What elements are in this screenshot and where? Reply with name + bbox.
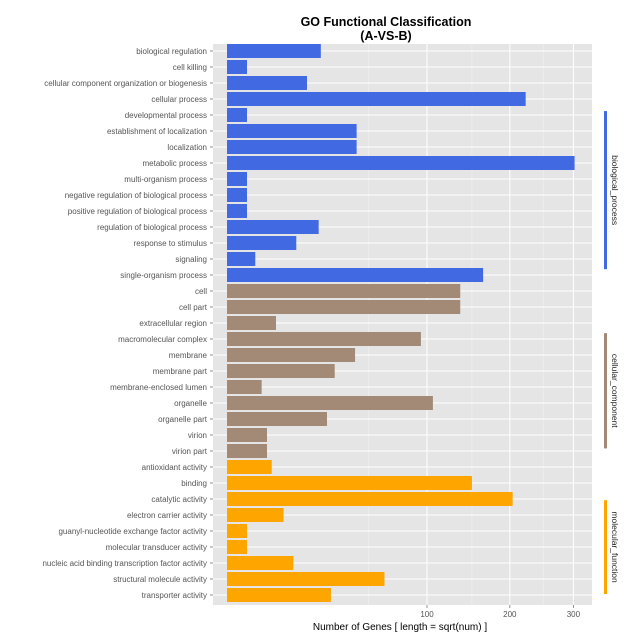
category-label: metabolic process (143, 159, 207, 168)
category-label: regulation of biological process (97, 223, 207, 232)
category-label: positive regulation of biological proces… (68, 207, 207, 216)
group-label: molecular_function (610, 511, 620, 583)
category-label: response to stimulus (134, 239, 207, 248)
bar-cellular-component-organization-or-biogenesis (227, 76, 307, 90)
group-strips: biological_process cellular_componentmole… (604, 111, 620, 594)
category-label: multi-organism process (124, 175, 207, 184)
category-label: nucleic acid binding transcription facto… (42, 559, 207, 568)
bar-molecular-transducer-activity (227, 540, 247, 554)
x-tick-label: 300 (567, 610, 581, 619)
category-label: organelle (174, 399, 207, 408)
bar-biological-regulation (227, 44, 321, 58)
category-label: negative regulation of biological proces… (65, 191, 207, 200)
category-label: cell part (179, 303, 208, 312)
category-label: cell killing (173, 63, 207, 72)
category-label: membrane part (153, 367, 208, 376)
group-strip-molecular_function (604, 500, 607, 594)
bar-nucleic-acid-binding-transcription-factor-activity (227, 556, 294, 570)
x-tick-label: 100 (420, 610, 434, 619)
category-label: binding (181, 479, 207, 488)
x-axis-label: Number of Genes [ length = sqrt(num) ] (313, 622, 487, 633)
bar-organelle-part (227, 412, 327, 426)
category-label: antioxidant activity (142, 463, 207, 472)
bar-organelle (227, 396, 433, 410)
category-label: transporter activity (142, 591, 207, 600)
category-label: establishment of localization (107, 127, 207, 136)
x-tick-label: 200 (503, 610, 517, 619)
group-strip-cellular_component (604, 333, 607, 449)
bar-establishment-of-localization (227, 124, 357, 138)
bar-cell-part (227, 300, 461, 314)
bar-membrane (227, 348, 356, 362)
bar-negative-regulation-of-biological-process (227, 188, 247, 202)
bar-regulation-of-biological-process (227, 220, 319, 234)
bar-positive-regulation-of-biological-process (227, 204, 247, 218)
category-label: organelle part (158, 415, 208, 424)
bar-macromolecular-complex (227, 332, 421, 346)
bar-developmental-process (227, 108, 247, 122)
bars (227, 44, 575, 602)
bar-membrane-enclosed-lumen (227, 380, 262, 394)
category-label: localization (167, 143, 207, 152)
bar-multi-organism-process (227, 172, 247, 186)
bar-cell (227, 284, 461, 298)
category-labels: biological regulation cell killing cellula… (42, 47, 213, 600)
category-label: cellular component organization or bioge… (44, 79, 207, 88)
category-label: virion (188, 431, 207, 440)
category-label: guanyl-nucleotide exchange factor activi… (58, 527, 207, 536)
bar-response-to-stimulus (227, 236, 297, 250)
category-label: cellular process (151, 95, 207, 104)
bar-virion-part (227, 444, 267, 458)
bar-structural-molecule-activity (227, 572, 385, 586)
bar-cell-killing (227, 60, 247, 74)
category-label: molecular transducer activity (106, 543, 207, 552)
category-label: extracellular region (139, 319, 207, 328)
group-strip-biological_process (604, 111, 607, 270)
bar-localization (227, 140, 357, 154)
category-label: biological regulation (136, 47, 207, 56)
category-label: electron carrier activity (127, 511, 207, 520)
category-label: developmental process (125, 111, 207, 120)
category-label: membrane (169, 351, 208, 360)
bar-single-organism-process (227, 268, 484, 282)
bar-guanyl-nucleotide-exchange-factor-activity (227, 524, 247, 538)
x-axis: 100 200 300 (420, 605, 581, 619)
category-label: signaling (175, 255, 207, 264)
chart-title: GO Functional Classification (301, 15, 472, 29)
category-label: structural molecule activity (113, 575, 207, 584)
category-label: single-organism process (120, 271, 207, 280)
bar-metabolic-process (227, 156, 575, 170)
group-label: biological_process (610, 155, 620, 225)
group-label: cellular_component (610, 354, 620, 428)
category-label: cell (195, 287, 207, 296)
bar-extracellular-region (227, 316, 276, 330)
bar-catalytic-activity (227, 492, 513, 506)
bar-cellular-process (227, 92, 526, 106)
category-label: catalytic activity (151, 495, 207, 504)
bar-electron-carrier-activity (227, 508, 284, 522)
bar-transporter-activity (227, 588, 331, 602)
bar-binding (227, 476, 472, 490)
category-label: membrane-enclosed lumen (110, 383, 207, 392)
bar-antioxidant-activity (227, 460, 272, 474)
category-label: macromolecular complex (118, 335, 207, 344)
bar-membrane-part (227, 364, 335, 378)
bar-signaling (227, 252, 256, 266)
chart-subtitle: (A-VS-B) (360, 29, 411, 43)
bar-virion (227, 428, 267, 442)
category-label: virion part (172, 447, 208, 456)
